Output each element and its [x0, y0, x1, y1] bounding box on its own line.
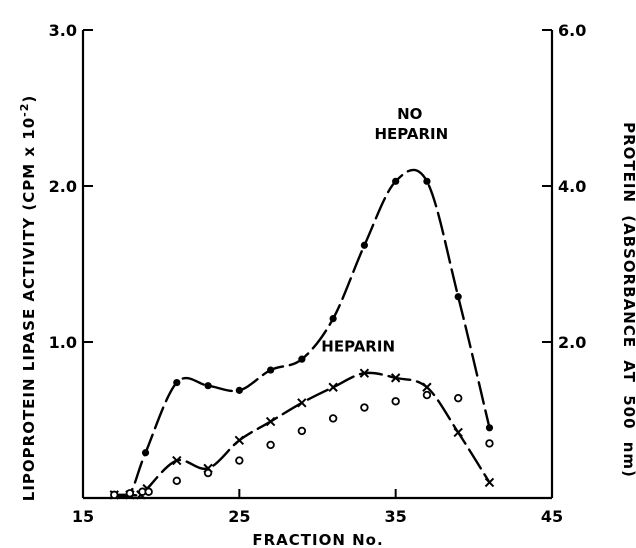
data-point-circle [454, 393, 463, 403]
data-point-circle [485, 439, 494, 448]
data-point-x [359, 368, 370, 378]
data-point-dot [485, 424, 494, 432]
data-point-x-stroke [234, 435, 245, 445]
data-point-circle [125, 489, 135, 498]
data-point-x [328, 382, 338, 392]
y-axis-right-label: PROTEIN (ABSORBANCE AT 500 nm) [620, 122, 636, 478]
data-point-x-stroke [359, 368, 370, 378]
y-left-tick-label: 1.0 [49, 333, 77, 352]
data-point-x-stroke [265, 416, 276, 427]
x-tick-label: 45 [541, 507, 563, 526]
data-point-x [484, 477, 495, 488]
y-axis-left-label-exponent: -2 [18, 103, 31, 117]
data-point-circle [235, 456, 244, 465]
data-point-circle [297, 426, 307, 436]
data-point-circle [422, 390, 432, 400]
data-point-dot [141, 449, 150, 457]
data-point-circle [144, 487, 153, 496]
series-dot-curve [113, 168, 491, 499]
y-left-tick-label: 3.0 [49, 21, 77, 40]
data-point-dot [423, 177, 431, 185]
data-point-circle [360, 403, 369, 412]
data-point-x-stroke [390, 373, 401, 383]
data-point-dot [204, 382, 212, 390]
y-axis-left-label-close: ) [20, 95, 38, 103]
x-tick-label: 35 [385, 507, 407, 526]
y-axis-left-label: LIPOPROTEIN LIPASE ACTIVITY (CPM x 10-2) [18, 95, 38, 501]
data-point-x-stroke [484, 477, 495, 488]
data-point-x-stroke [172, 455, 182, 466]
data-point-circle [172, 476, 181, 486]
data-point-dot [360, 241, 368, 249]
data-point-dot [267, 366, 275, 374]
data-point-circle [328, 414, 338, 423]
data-point-x [234, 435, 245, 445]
data-point-dot [173, 378, 181, 387]
chart-labels: FRACTION No. LIPOPROTEIN LIPASE ACTIVITY… [18, 95, 636, 548]
data-point-circle [391, 397, 400, 406]
y-right-tick-label: 2.0 [558, 333, 586, 352]
annotation-label: HEPARIN [321, 337, 395, 355]
chart-marks [109, 177, 495, 500]
data-point-dot [454, 293, 462, 301]
data-point-x [265, 416, 276, 427]
chart-curves [113, 168, 491, 499]
y-right-tick-label: 4.0 [558, 177, 586, 196]
data-point-dot [235, 386, 243, 394]
data-point-x [422, 382, 432, 392]
y-left-tick-label: 2.0 [49, 177, 77, 196]
data-point-x [390, 373, 401, 383]
x-tick-label: 15 [72, 507, 94, 526]
annotation-label: HEPARIN [374, 125, 448, 143]
data-point-x [297, 398, 307, 408]
data-point-dot [392, 177, 400, 185]
data-point-dot [329, 315, 337, 323]
data-point-x [172, 455, 182, 466]
data-point-dot [298, 355, 306, 363]
data-point-x-stroke [328, 382, 338, 392]
y-right-tick-label: 6.0 [558, 21, 586, 40]
data-point-circle [266, 440, 275, 450]
y-axis-left-label-main: LIPOPROTEIN LIPASE ACTIVITY (CPM x 10 [20, 117, 38, 501]
data-point-x-stroke [453, 427, 463, 438]
data-point-circle [203, 468, 213, 478]
data-point-x-stroke [297, 398, 307, 408]
annotation-label: NO [397, 105, 422, 123]
x-axis-label: FRACTION No. [252, 531, 383, 548]
data-point-x-stroke [422, 382, 432, 392]
chart-axes: 15 25 35 45 1.0 2.0 3.0 2.0 4.0 6.0 [49, 21, 587, 526]
data-point-circle [110, 490, 119, 500]
data-point-x [453, 427, 463, 438]
x-tick-label: 25 [228, 507, 250, 526]
